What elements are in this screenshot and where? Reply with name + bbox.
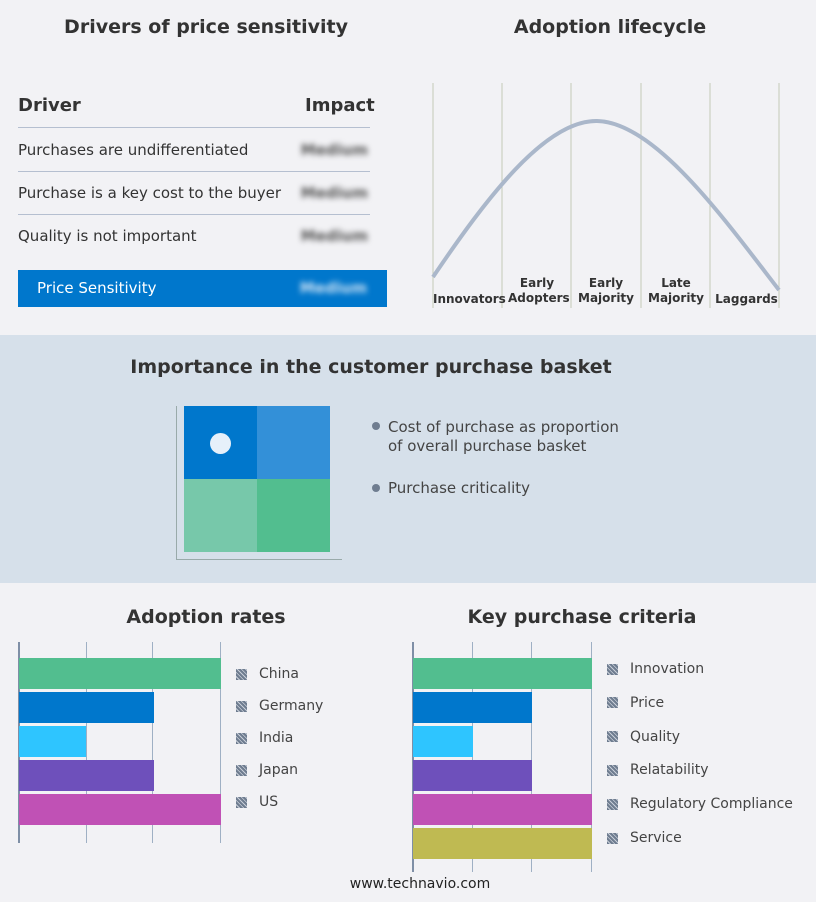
legend-swatch-icon <box>607 663 618 675</box>
legend-item: Quality <box>607 729 680 745</box>
legend-swatch-icon <box>236 732 247 744</box>
legend-swatch-icon <box>236 796 247 808</box>
bar-quality <box>413 726 473 757</box>
price-sensitivity-summary: Price Sensitivity Medium <box>18 270 387 307</box>
lifecycle-title: Adoption lifecycle <box>513 16 707 38</box>
summary-impact: Medium <box>299 279 367 297</box>
driver-row: Purchases are undifferentiated Medium <box>18 129 370 172</box>
bar-relatability <box>413 760 533 791</box>
summary-label: Price Sensitivity <box>37 279 157 297</box>
driver-header: Driver <box>18 95 81 116</box>
bar-innovation <box>413 658 592 689</box>
impact-value: Medium <box>300 227 368 245</box>
impact-value: Medium <box>300 141 368 159</box>
legend-label: Germany <box>259 698 324 714</box>
gridline <box>86 642 87 843</box>
chart-axis <box>412 642 414 872</box>
bar-service <box>413 828 592 859</box>
adoption-rates-title: Adoption rates <box>126 606 286 628</box>
bar-us <box>19 794 221 825</box>
price-sensitivity-title: Drivers of price sensitivity <box>64 16 348 38</box>
gridline <box>220 642 221 843</box>
adoption-curve <box>431 118 781 292</box>
matrix-axis-x <box>176 559 342 560</box>
legend-label: China <box>259 666 299 682</box>
bar-regulatory-compliance <box>413 794 592 825</box>
legend-label: Japan <box>259 762 299 778</box>
legend-label: Relatability <box>630 762 709 779</box>
legend-item: India <box>236 730 293 746</box>
position-marker <box>210 433 231 454</box>
legend-label: Quality <box>630 728 681 745</box>
legend-item: Price <box>607 695 664 711</box>
stage-label: Laggards <box>715 292 778 306</box>
legend-item: Japan <box>236 762 298 778</box>
bar-germany <box>19 692 154 723</box>
driver-row: Quality is not important Medium <box>18 215 370 258</box>
legend-item: US <box>236 794 278 810</box>
matrix-axis-y <box>176 406 177 560</box>
gridline <box>152 642 153 843</box>
legend-label: Innovation <box>630 661 705 677</box>
stage-label: Late Majority <box>648 276 704 305</box>
legend-swatch-icon <box>236 764 247 776</box>
bar-india <box>19 726 87 757</box>
impact-header: Impact <box>305 95 375 116</box>
bar-china <box>19 658 221 689</box>
legend-swatch-icon <box>607 832 618 844</box>
bar-price <box>413 692 533 723</box>
legend-label: US <box>259 794 279 810</box>
stage-label: Early Adopters <box>508 276 570 305</box>
legend-label: Regulatory Compliance <box>630 796 793 813</box>
bar-japan <box>19 760 154 791</box>
legend-item: Innovation <box>607 661 704 677</box>
driver-label: Purchase is a key cost to the buyer <box>18 184 282 202</box>
impact-value: Medium <box>300 184 368 202</box>
legend-swatch-icon <box>607 764 618 776</box>
legend-swatch-icon <box>236 668 247 680</box>
gridline <box>531 642 532 872</box>
bullet-icon <box>372 422 380 430</box>
gridline <box>472 642 473 872</box>
lifecycle-chart <box>431 83 781 308</box>
basket-legend-item: Purchase criticality <box>388 479 531 497</box>
legend-label: Price <box>630 694 665 711</box>
quadrant <box>257 406 330 479</box>
stage-label: Early Majority <box>578 276 634 305</box>
bullet-icon <box>372 484 380 492</box>
kpc-title: Key purchase criteria <box>467 606 697 628</box>
legend-swatch-icon <box>607 697 618 709</box>
header-divider <box>18 127 370 128</box>
legend-label: Service <box>630 830 682 846</box>
driver-row: Purchase is a key cost to the buyer Mediu… <box>18 172 370 215</box>
basket-legend-item: Cost of purchase as proportion of overal… <box>388 418 619 455</box>
stage-label: Innovators <box>433 292 506 306</box>
driver-label: Quality is not important <box>18 227 197 245</box>
legend-label: India <box>259 730 294 746</box>
legend-item: Service <box>607 830 682 846</box>
driver-label: Purchases are undifferentiated <box>18 141 249 159</box>
basket-title: Importance in the customer purchase bask… <box>130 356 612 378</box>
legend-swatch-icon <box>607 798 618 810</box>
legend-swatch-icon <box>607 731 618 743</box>
footer-url: www.technavio.com <box>349 876 491 892</box>
basket-section <box>0 335 816 583</box>
legend-swatch-icon <box>236 700 247 712</box>
legend-item: China <box>236 666 299 682</box>
legend-item: Regulatory Compliance <box>607 796 793 812</box>
legend-item: Relatability <box>607 762 709 778</box>
gridline <box>591 642 592 872</box>
quadrant <box>257 479 330 552</box>
legend-item: Germany <box>236 698 323 714</box>
quadrant <box>184 479 257 552</box>
